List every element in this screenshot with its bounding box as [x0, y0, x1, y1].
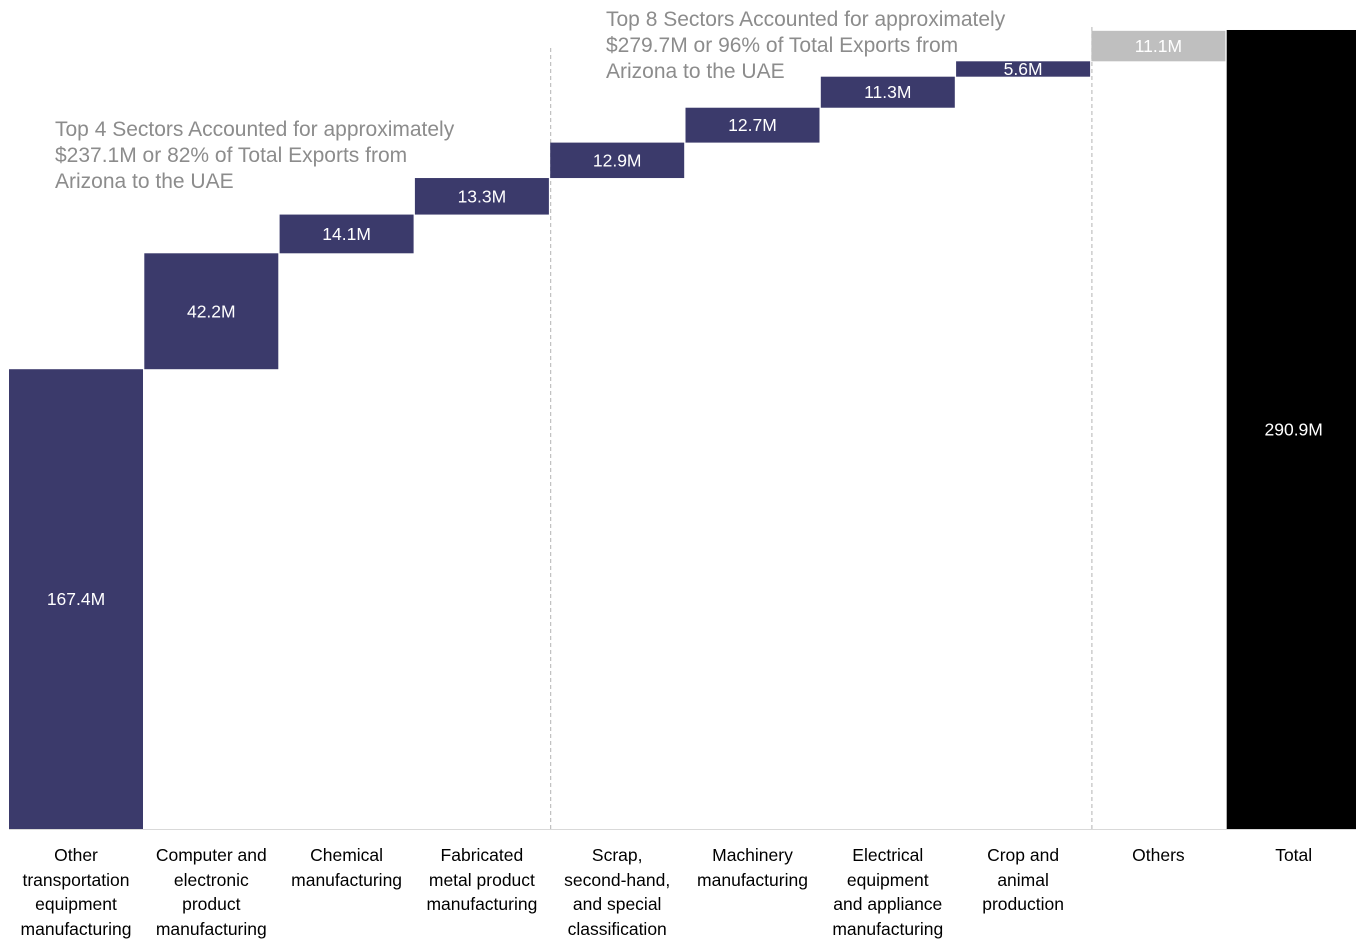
waterfall-bar — [550, 142, 685, 179]
category-label-line: manufacturing — [697, 869, 808, 890]
category-label-line: Computer and — [155, 845, 267, 865]
waterfall-bar — [279, 214, 414, 254]
waterfall-bar — [414, 178, 549, 215]
category-label-line: Other — [54, 845, 98, 865]
bar-value-label: 14.1M — [322, 224, 371, 244]
category-label: Others — [1091, 843, 1225, 868]
bar-value-label: 12.9M — [593, 150, 642, 170]
category-label-line: production — [982, 894, 1064, 914]
bar-value-label: 167.4M — [47, 589, 105, 609]
category-label-line: animal — [997, 869, 1049, 890]
category-label: Chemical manufacturing — [280, 843, 414, 892]
category-label-line: and appliance — [833, 894, 943, 914]
bar-value-label: 290.9M — [1265, 419, 1323, 439]
category-label: Scrap, second-hand, and special classificat… — [550, 843, 684, 941]
waterfall-bar — [685, 107, 820, 143]
category-label: Crop and animal production — [956, 843, 1090, 917]
category-label: Machinery manufacturing — [686, 843, 820, 892]
annotation-top-8-line: Arizona to the UAE — [606, 60, 785, 83]
waterfall-bar — [956, 61, 1091, 77]
category-label-line: Total — [1275, 845, 1313, 865]
annotation-top-8-line: Top 8 Sectors Accounted for approximatel… — [606, 8, 1006, 31]
category-label: Other transportation equipment manufacturin… — [9, 843, 143, 941]
category-label-line: manufacturing — [20, 918, 132, 939]
category-label-line: second-hand, — [564, 869, 671, 890]
waterfall-bar — [144, 253, 279, 370]
category-label-line: manufacturing — [426, 894, 538, 914]
bar-value-label: 11.3M — [864, 82, 911, 102]
category-label: Total — [1227, 843, 1356, 868]
annotation-top-8-line: $279.7M or 96% of Total Exports from — [606, 34, 959, 57]
category-label-line: Fabricated — [440, 845, 524, 865]
category-label-line: transportation — [22, 869, 130, 890]
category-label-line: Others — [1132, 845, 1185, 865]
waterfall-bar — [820, 76, 955, 108]
category-label-line: manufacturing — [291, 869, 403, 890]
category-label-line: metal product — [428, 869, 535, 890]
annotation-top-8: Top 8 Sectors Accounted for approximatel… — [606, 7, 1005, 85]
category-label-line: classification — [567, 918, 667, 939]
category-label: Electrical equipment and appliance manufact… — [821, 843, 955, 941]
category-label: Computer and electronic product manufacturi… — [144, 843, 278, 941]
bar-value-label: 5.6M — [1004, 59, 1043, 79]
category-label: Fabricated metal product manufacturing — [415, 843, 549, 917]
waterfall-bar — [1091, 30, 1226, 62]
category-label-line: Crop and — [987, 845, 1060, 865]
category-label-line: Electrical — [852, 845, 924, 865]
category-label-line: equipment — [35, 894, 117, 914]
annotation-top-4-line: Top 4 Sectors Accounted for approximatel… — [55, 118, 455, 141]
category-label-line: equipment — [846, 869, 929, 890]
bar-value-label: 13.3M — [458, 186, 507, 206]
category-label-line: Scrap, — [591, 845, 643, 865]
annotation-top-4-line: Arizona to the UAE — [55, 170, 234, 193]
category-label-line: product — [182, 894, 241, 914]
bar-value-label: 12.7M — [728, 115, 777, 135]
bar-value-label: 42.2M — [187, 301, 236, 321]
category-label-line: Machinery — [712, 845, 793, 865]
category-label-line: Chemical — [310, 845, 384, 865]
waterfall-bar — [1226, 29, 1356, 829]
category-label-line: electronic — [173, 869, 249, 890]
bar-value-label: 11.1M — [1135, 36, 1182, 56]
category-label-line: and special — [572, 894, 662, 914]
annotation-top-4-line: $237.1M or 82% of Total Exports from — [55, 144, 408, 167]
category-label-line: manufacturing — [155, 918, 267, 939]
annotation-top-4: Top 4 Sectors Accounted for approximatel… — [55, 117, 454, 195]
waterfall-bar — [9, 369, 143, 829]
category-label-line: manufacturing — [832, 918, 944, 939]
